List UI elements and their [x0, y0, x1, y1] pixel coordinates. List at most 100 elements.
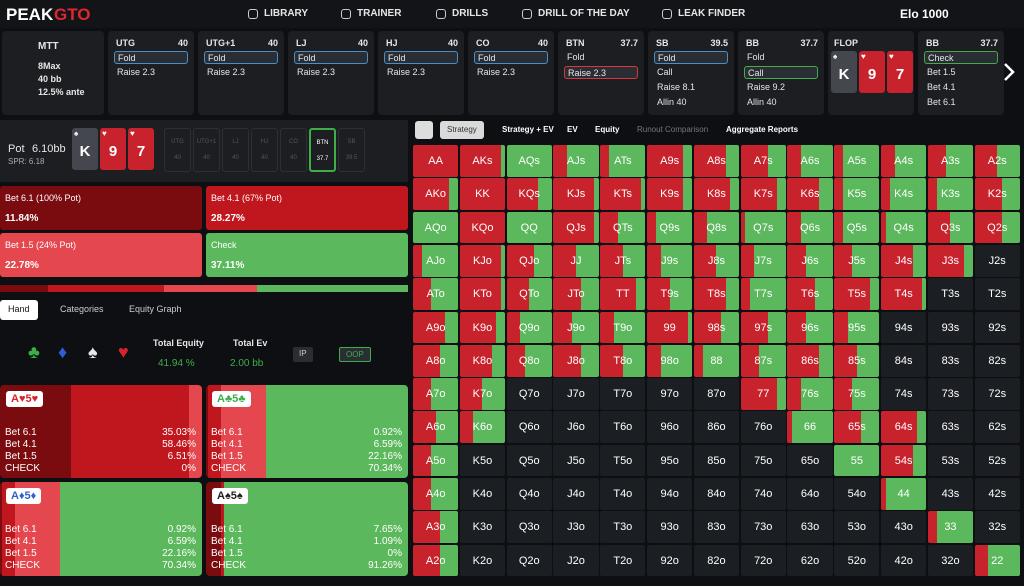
range-cell[interactable]: T6o	[600, 411, 646, 444]
side-toggle[interactable]: IP	[293, 347, 313, 362]
range-cell[interactable]: A8o	[413, 344, 459, 377]
range-cell[interactable]: 73o	[740, 511, 786, 544]
range-cell[interactable]: T5s	[834, 278, 880, 310]
range-cell[interactable]: 74s	[881, 378, 927, 410]
range-cell[interactable]: 74o	[740, 478, 786, 510]
range-cell[interactable]: T7o	[600, 378, 646, 410]
range-cell[interactable]: 84s	[881, 344, 927, 377]
nav-icon[interactable]	[522, 9, 532, 19]
range-cell[interactable]: J3o	[553, 511, 599, 544]
range-cell[interactable]: 92o	[647, 544, 693, 577]
range-cell[interactable]: Q8s	[693, 211, 740, 244]
range-cell[interactable]: K2o	[459, 544, 506, 577]
range-cell[interactable]: Q6s	[787, 211, 833, 244]
range-cell[interactable]: 44	[881, 478, 927, 510]
action-option[interactable]: Raise 2.3	[207, 67, 246, 77]
range-cell[interactable]: 85o	[693, 444, 740, 477]
action-option[interactable]: Allin 40	[657, 97, 687, 107]
range-cell[interactable]: 94o	[647, 478, 693, 510]
action-option[interactable]: Check	[924, 51, 998, 64]
range-cell[interactable]: T8s	[693, 278, 740, 310]
nav-icon[interactable]	[662, 9, 672, 19]
hand-tab[interactable]: Hand	[0, 300, 38, 320]
suit-filter[interactable]: ♠	[88, 342, 98, 362]
range-cell[interactable]: A5s	[834, 145, 880, 177]
range-cell[interactable]: J3s	[927, 244, 974, 277]
range-cell[interactable]: 85s	[834, 344, 880, 377]
range-cell[interactable]: 82s	[974, 344, 1020, 377]
range-cell[interactable]: 84o	[693, 478, 740, 510]
range-cell[interactable]: KJs	[553, 178, 599, 211]
range-cell[interactable]: K7s	[740, 178, 786, 211]
range-cell[interactable]: Q8o	[506, 344, 552, 377]
range-cell[interactable]: J8s	[693, 244, 740, 277]
range-cell[interactable]: 54o	[834, 478, 880, 510]
strategy-tab[interactable]: EV	[567, 125, 578, 134]
range-cell[interactable]: Q4s	[881, 211, 927, 244]
range-cell[interactable]: 96s	[787, 311, 833, 344]
range-cell[interactable]: Q2s	[974, 211, 1020, 244]
range-cell[interactable]: 65o	[787, 444, 833, 477]
range-cell[interactable]: 83o	[693, 511, 740, 544]
range-cell[interactable]: QQ	[506, 211, 552, 244]
range-cell[interactable]: 96o	[647, 411, 693, 444]
action-option[interactable]: Bet 6.1	[927, 97, 956, 107]
strategy-tab[interactable]: Strategy + EV	[502, 125, 554, 134]
range-cell[interactable]: 95s	[834, 311, 880, 344]
range-cell[interactable]: KTo	[459, 278, 506, 310]
range-cell[interactable]: 65s	[834, 411, 880, 444]
range-cell[interactable]: ATo	[413, 278, 459, 310]
range-cell[interactable]: 77	[740, 378, 786, 410]
range-cell[interactable]: JTo	[553, 278, 599, 310]
range-cell[interactable]: Q7o	[506, 378, 552, 410]
range-cell[interactable]: 53o	[834, 511, 880, 544]
range-cell[interactable]: T3s	[927, 278, 974, 310]
action-option[interactable]: Raise 2.3	[117, 67, 156, 77]
action-option[interactable]: Fold	[567, 52, 585, 62]
range-cell[interactable]: 43o	[881, 511, 927, 544]
range-cell[interactable]: K6o	[459, 411, 506, 444]
range-cell[interactable]: 87s	[740, 344, 786, 377]
range-cell[interactable]: 76s	[787, 378, 833, 410]
nav-icon[interactable]	[436, 9, 446, 19]
range-cell[interactable]: J5s	[834, 244, 880, 277]
range-cell[interactable]: J9o	[553, 311, 599, 344]
range-cell[interactable]: Q7s	[740, 211, 786, 244]
range-cell[interactable]: TT	[600, 278, 646, 310]
range-cell[interactable]: QJo	[506, 244, 552, 277]
range-cell[interactable]: A4s	[881, 145, 927, 177]
range-cell[interactable]: Q9s	[647, 211, 693, 244]
range-cell[interactable]: JTs	[600, 244, 646, 277]
action-box[interactable]: Bet 1.5 (24% Pot) 22.78%	[0, 233, 202, 277]
range-cell[interactable]: QJs	[553, 211, 599, 244]
range-cell[interactable]: JJ	[553, 244, 599, 277]
range-cell[interactable]: J4s	[881, 244, 927, 277]
action-option[interactable]: Raise 2.3	[564, 66, 638, 79]
action-option[interactable]: Fold	[294, 51, 368, 64]
range-cell[interactable]: A6o	[413, 411, 459, 444]
range-cell[interactable]: J7o	[553, 378, 599, 410]
nav-item[interactable]: LIBRARY	[264, 8, 309, 19]
range-cell[interactable]: 64s	[881, 411, 927, 444]
range-cell[interactable]: K5o	[459, 444, 506, 477]
action-option[interactable]: Fold	[384, 51, 458, 64]
range-cell[interactable]: Q5o	[506, 444, 552, 477]
range-cell[interactable]: 43s	[927, 478, 974, 510]
range-cell[interactable]: T4s	[881, 278, 927, 310]
range-cell[interactable]: AJs	[553, 145, 599, 177]
range-cell[interactable]: Q5s	[834, 211, 880, 244]
range-cell[interactable]: KTs	[600, 178, 646, 211]
range-cell[interactable]: Q4o	[506, 478, 552, 510]
range-cell[interactable]: A9s	[647, 145, 693, 177]
range-cell[interactable]: AKo	[413, 178, 459, 211]
range-cell[interactable]: K7o	[459, 378, 506, 410]
range-cell[interactable]: K8o	[459, 344, 506, 377]
range-cell[interactable]: 97o	[647, 378, 693, 410]
action-box[interactable]: Check 37.11%	[206, 233, 408, 277]
range-cell[interactable]: K9o	[459, 311, 506, 344]
range-cell[interactable]: AKs	[459, 145, 506, 177]
action-option[interactable]: Raise 2.3	[297, 67, 336, 77]
nav-item[interactable]: LEAK FINDER	[678, 8, 746, 19]
suit-filter[interactable]: ♦	[58, 342, 68, 362]
range-cell[interactable]: 22	[974, 544, 1020, 577]
